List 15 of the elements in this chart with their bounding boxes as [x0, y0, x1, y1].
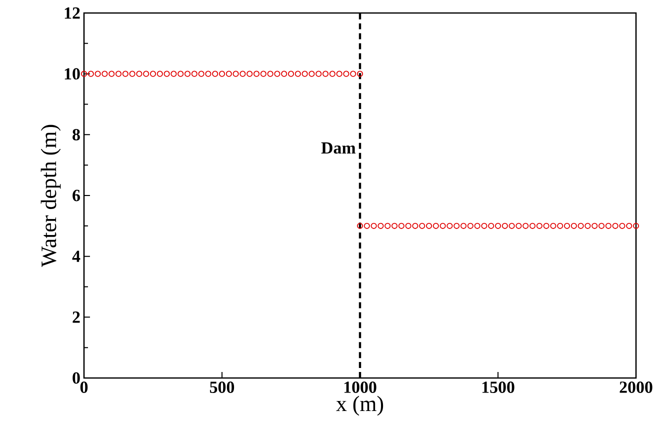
y-tick-label: 10 [64, 68, 80, 80]
y-axis-title: Water depth (m) [40, 124, 61, 268]
x-tick-label: 1500 [482, 382, 514, 393]
x-tick-label: 1000 [344, 382, 376, 393]
y-tick-label: 12 [64, 7, 80, 19]
y-tick-label: 2 [72, 312, 80, 323]
ref-line-label: Dam [321, 142, 356, 154]
y-tick-label: 0 [72, 372, 80, 384]
x-tick-label: 2000 [620, 382, 652, 393]
x-tick-label: 0 [80, 382, 88, 393]
y-tick-label: 8 [72, 128, 80, 140]
x-axis-title: x (m) [336, 396, 384, 416]
x-tick-label: 500 [210, 382, 234, 393]
y-tick-label: 4 [72, 250, 80, 262]
y-tick-label: 6 [72, 190, 80, 202]
